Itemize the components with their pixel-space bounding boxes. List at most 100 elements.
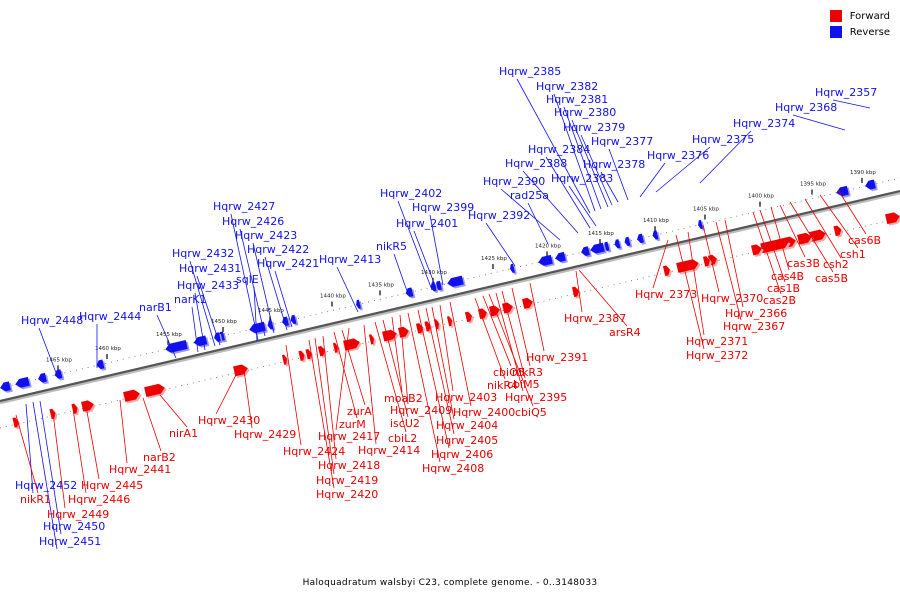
gene-label: Hqrw_2423 (235, 229, 297, 242)
leader-line (655, 146, 711, 193)
gene-label: Hqrw_2383 (551, 172, 613, 185)
forward-gene (71, 403, 80, 416)
gene-annotation: Hqrw_2429 (234, 369, 296, 441)
gene-annotation: cas2B (752, 211, 796, 307)
gene-body (267, 320, 274, 330)
leader-line (474, 297, 506, 380)
legend-reverse: Reverse (829, 24, 890, 40)
leader-line (382, 319, 409, 418)
legend: Forward Reverse (829, 8, 890, 40)
gene-annotation: Hqrw_2424 (283, 344, 345, 458)
gene-annotation: nikR5 (376, 240, 409, 295)
leader-line (563, 106, 602, 210)
gene-body (652, 230, 659, 240)
gene-annotation: Hqrw_2402 (380, 187, 442, 291)
forward-gene (317, 345, 327, 359)
gene-label: Hqrw_2385 (499, 65, 561, 78)
gene-annotation: Hqrw_2392 (468, 209, 530, 267)
leader-line (770, 206, 790, 271)
gene-label: Hqrw_2391 (526, 351, 588, 364)
tick-label: 1435 kbp (368, 282, 394, 288)
gene-annotation: Hqrw_2448 (21, 314, 83, 379)
gene-annotation: Hqrw_2414 (358, 324, 420, 457)
gene-annotation: Hqrw_2451 (32, 401, 101, 550)
gene-label: cas3B (787, 257, 820, 270)
gene-annotation: Hqrw_2391 (526, 282, 588, 364)
genome-axis (0, 189, 900, 403)
leader-line (314, 337, 335, 475)
gene-annotation: Hqrw_2426 (222, 215, 284, 337)
scale-tick: 1465 kbp (46, 357, 72, 371)
legend-reverse-label: Reverse (849, 26, 890, 38)
gene-label: cas4B (771, 270, 804, 283)
gene-body (38, 372, 47, 383)
gene-body (12, 417, 19, 428)
gene-annotation: cas6B (837, 189, 881, 247)
leader-line (191, 306, 199, 353)
gene-label: Hqrw_2376 (647, 149, 709, 162)
forward-gene (81, 400, 96, 414)
gene-body (447, 275, 464, 287)
gene-annotation: zurM (333, 331, 366, 431)
forward-gene (397, 326, 411, 340)
tick-label: 1405 kbp (693, 207, 719, 213)
gene-body (165, 340, 188, 353)
leader-line (264, 256, 288, 331)
reverse-gene (0, 381, 13, 393)
leader-line (439, 304, 454, 392)
gene-annotation: cbiO5 (482, 295, 525, 379)
gene-body (123, 389, 140, 402)
leader-line (159, 394, 188, 428)
gene-label: Hqrw_2419 (316, 474, 378, 487)
gene-annotation: Hqrw_2379 (563, 121, 625, 206)
gene-annotation: Hqrw_2420 (308, 339, 378, 501)
gene-annotation: Hqrw_2450 (39, 400, 105, 535)
gene-label: Hqrw_2421 (257, 257, 319, 270)
caption: Haloquadratum walsbyi C23, complete geno… (302, 578, 598, 588)
forward-gene (12, 417, 21, 430)
reverse-gene (54, 369, 65, 381)
scale-tick: 1400 kbp (748, 194, 774, 207)
gene-annotation: cbiM5 (501, 290, 540, 391)
gene-body (282, 316, 289, 326)
gene-label: Hqrw_2377 (591, 135, 653, 148)
gene-label: csh2 (823, 258, 849, 271)
gene-body (590, 242, 605, 254)
gene-label: narB1 (139, 301, 172, 314)
reverse-gene (624, 236, 633, 248)
gene-annotation: Hqrw_2405 (425, 307, 498, 447)
scale-tick: 1410 kbp (643, 218, 669, 232)
gene-annotation: zurA (341, 329, 372, 418)
gene-annotation: cbiL2 (374, 321, 417, 445)
gene-label: zurM (339, 418, 366, 431)
gene-label: cbiQ5 (515, 406, 547, 419)
gene-body (538, 254, 553, 266)
gene-label: Hqrw_2429 (234, 428, 296, 441)
gene-annotation: nirA1 (159, 394, 198, 440)
tick-label: 1425 kbp (481, 256, 507, 262)
tick-label: 1450 kbp (211, 319, 237, 325)
gene-label: Hqrw_2446 (68, 493, 130, 506)
scale-tick: 1435 kbp (368, 282, 394, 296)
leader-line (715, 221, 742, 321)
reverse-gene (865, 179, 878, 192)
forward-gene (702, 256, 712, 269)
reverse-gene (405, 287, 416, 299)
gene-label: Hqrw_2371 (686, 335, 748, 348)
leader-line (580, 134, 613, 206)
gene-annotation: Hqrw_2445 (81, 405, 143, 492)
gene-body (298, 350, 305, 361)
tick-label: 1445 kbp (258, 308, 284, 314)
forward-gene (760, 238, 791, 255)
gene-label: Hqrw_2401 (396, 217, 458, 230)
leader-line (571, 119, 609, 208)
gene-body (750, 244, 762, 256)
leader-line (425, 307, 455, 435)
gene-label: rad25a (510, 189, 549, 202)
leader-line (25, 403, 34, 494)
gene-body (382, 329, 397, 342)
gene-label: narK1 (174, 293, 206, 306)
leader-line (529, 282, 545, 352)
gene-annotation: Hqrw_2399 (412, 201, 474, 286)
